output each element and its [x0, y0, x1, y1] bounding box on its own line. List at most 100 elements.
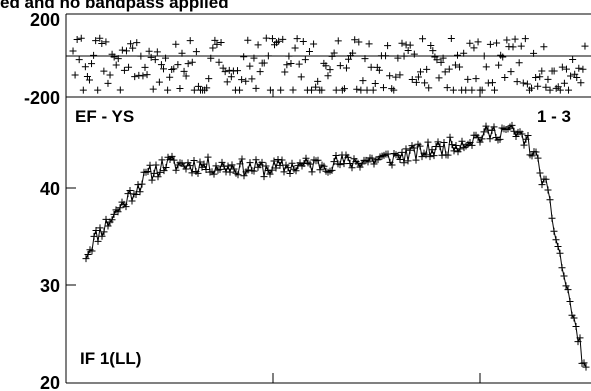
phase-point: [151, 56, 159, 64]
phase-point: [419, 35, 427, 43]
phase-point: [342, 64, 350, 72]
phase-point: [567, 72, 575, 80]
phase-point: [367, 63, 375, 71]
phase-point: [139, 72, 147, 80]
phase-point: [491, 86, 499, 94]
phase-point: [234, 67, 242, 75]
phase-point: [96, 34, 104, 42]
phase-point: [575, 64, 583, 72]
phase-point: [131, 73, 139, 81]
phase-point: [205, 75, 213, 83]
amplitude-point: [582, 363, 590, 371]
phase-point: [305, 47, 313, 55]
phase-point: [565, 86, 573, 94]
amplitude-panel: 40 30 20 IF 1(LL): [40, 97, 591, 391]
phase-point: [412, 78, 420, 86]
amplitude-point: [548, 214, 556, 222]
phase-point: [135, 71, 143, 79]
phase-point: [98, 40, 106, 48]
phase-point: [186, 37, 194, 45]
phase-point: [513, 78, 521, 86]
amplitude-point: [300, 160, 308, 168]
amplitude-point: [154, 173, 162, 181]
phase-point: [94, 86, 102, 94]
phase-point: [116, 86, 124, 94]
amplitude-point: [132, 191, 140, 199]
phase-point: [416, 68, 424, 76]
phase-point: [176, 85, 184, 93]
amplitude-point: [564, 286, 572, 294]
amplitude-point: [244, 166, 252, 174]
phase-point: [100, 67, 108, 75]
amplitude-point: [552, 236, 560, 244]
amplitude-point: [234, 171, 242, 179]
amplitude-point: [536, 169, 544, 177]
phase-point: [114, 55, 122, 63]
amplitude-point: [316, 166, 324, 174]
phase-point: [392, 73, 400, 81]
phase-point: [242, 77, 250, 85]
phase-point: [162, 54, 170, 62]
amplitude-point: [364, 158, 372, 166]
phase-point: [544, 75, 552, 83]
phase-point: [577, 79, 585, 87]
phase-point: [573, 73, 581, 81]
phase-point: [122, 47, 130, 55]
amplitude-point: [194, 169, 202, 177]
phase-point: [236, 86, 244, 94]
phase-point: [221, 68, 229, 76]
amplitude-point: [558, 264, 566, 272]
phase-point: [515, 59, 523, 67]
amplitude-point: [122, 203, 130, 211]
phase-point: [182, 72, 190, 80]
phase-point: [369, 86, 377, 94]
phase-point: [441, 68, 449, 76]
amplitude-point: [272, 164, 280, 172]
amplitude-point: [576, 334, 584, 342]
amplitude-point: [226, 168, 234, 176]
amplitude-point: [108, 216, 116, 224]
phase-point: [480, 52, 488, 60]
phase-point: [85, 76, 93, 84]
amplitude-point: [546, 196, 554, 204]
phase-point: [203, 84, 211, 92]
amp-ytick-40: 40: [40, 179, 60, 199]
amplitude-point: [286, 169, 294, 177]
amplitude-point: [332, 152, 340, 160]
phase-point: [503, 36, 511, 44]
phase-point: [528, 84, 536, 92]
amplitude-points: [82, 121, 590, 371]
amplitude-point: [426, 153, 434, 161]
phase-point: [408, 75, 416, 83]
phase-point: [482, 63, 490, 71]
phase-point: [542, 83, 550, 91]
phase-point: [449, 86, 457, 94]
amplitude-point: [524, 131, 532, 139]
phase-point: [382, 52, 390, 60]
phase-point: [532, 73, 540, 81]
phase-point: [283, 61, 291, 69]
amplitude-point: [138, 180, 146, 188]
amplitude-point: [172, 166, 180, 174]
phase-point: [73, 36, 81, 44]
phase-point: [423, 65, 431, 73]
amplitude-point: [452, 141, 460, 149]
phase-point: [159, 65, 167, 73]
phase-point: [421, 79, 429, 87]
phase-point: [562, 65, 570, 73]
phase-baseline-label: EF - YS: [75, 107, 134, 126]
amplitude-point: [158, 156, 166, 164]
phase-point: [81, 63, 89, 71]
amplitude-point: [152, 161, 160, 169]
phase-point: [170, 65, 178, 73]
amplitude-point: [410, 144, 418, 152]
phase-point: [351, 36, 359, 44]
amplitude-point: [340, 160, 348, 168]
amplitude-point: [400, 159, 408, 167]
phase-point: [466, 39, 474, 47]
amplitude-point: [102, 215, 110, 223]
phase-point: [215, 58, 223, 66]
amplitude-point: [196, 158, 204, 166]
phase-point: [240, 53, 248, 61]
